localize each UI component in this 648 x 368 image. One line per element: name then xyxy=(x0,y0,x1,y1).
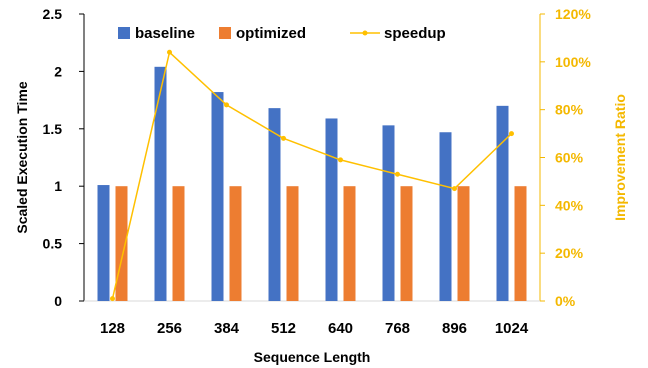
y2-axis-title: Improvement Ratio xyxy=(612,94,628,221)
left-tick-label: 1.5 xyxy=(43,121,63,137)
speedup-point xyxy=(452,186,457,192)
baseline-bar xyxy=(382,125,395,301)
speedup-point xyxy=(509,131,514,137)
speedup-point xyxy=(395,171,400,177)
x-tick-label: 512 xyxy=(271,320,296,337)
speedup-point xyxy=(167,49,172,55)
x-tick-label: 640 xyxy=(328,320,353,337)
baseline-bar xyxy=(496,105,509,301)
optimized-bar xyxy=(457,186,470,301)
optimized-bar xyxy=(514,186,527,301)
right-tick-label: 20% xyxy=(555,245,584,261)
legend-swatch-optimized xyxy=(219,27,231,39)
right-tick-label: 80% xyxy=(555,102,584,118)
x-tick-label: 896 xyxy=(442,320,467,337)
legend-label-optimized: optimized xyxy=(236,25,306,42)
legend-marker-speedup xyxy=(362,30,368,36)
speedup-point xyxy=(224,102,229,108)
baseline-bar xyxy=(268,108,281,301)
optimized-bar xyxy=(400,186,413,301)
baseline-bar xyxy=(211,92,224,302)
baseline-bar xyxy=(325,118,338,301)
x-axis-title: Sequence Length xyxy=(254,349,371,365)
right-tick-label: 120% xyxy=(555,6,591,22)
optimized-bar xyxy=(343,186,356,301)
y-axis-title: Scaled Execution Time xyxy=(14,81,30,233)
right-tick-label: 40% xyxy=(555,197,584,213)
left-tick-label: 0 xyxy=(54,293,62,309)
left-tick-label: 0.5 xyxy=(43,236,63,252)
x-tick-label: 384 xyxy=(214,320,240,337)
speedup-point xyxy=(338,157,343,163)
optimized-bar xyxy=(172,186,185,301)
baseline-bar xyxy=(97,185,110,301)
x-tick-label: 1024 xyxy=(495,320,529,337)
left-tick-label: 2.5 xyxy=(43,6,63,22)
right-tick-label: 60% xyxy=(555,150,584,166)
optimized-bar xyxy=(229,186,242,301)
left-tick-label: 2 xyxy=(54,63,62,79)
optimized-bar xyxy=(286,186,299,301)
right-tick-label: 0% xyxy=(555,293,576,309)
x-tick-label: 128 xyxy=(100,320,125,337)
baseline-bar xyxy=(439,132,452,301)
speedup-point xyxy=(281,135,286,141)
right-tick-label: 100% xyxy=(555,54,591,70)
baseline-bar xyxy=(154,66,167,301)
x-tick-label: 768 xyxy=(385,320,410,337)
speedup-point xyxy=(110,296,115,302)
left-tick-label: 1 xyxy=(54,178,62,194)
speedup-line xyxy=(111,50,513,299)
legend-swatch-baseline xyxy=(118,27,130,39)
x-tick-label: 256 xyxy=(157,320,182,337)
legend-label-speedup: speedup xyxy=(384,25,446,42)
legend-label-baseline: baseline xyxy=(135,25,195,42)
